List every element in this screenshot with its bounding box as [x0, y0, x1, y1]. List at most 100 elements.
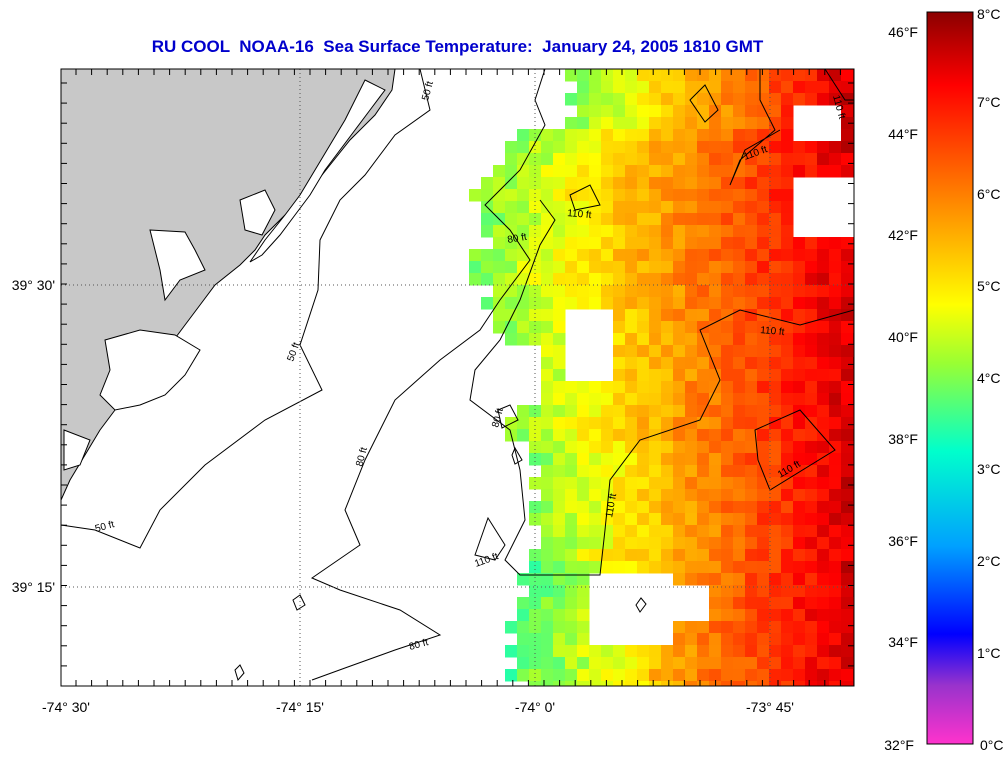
sst-pixel [541, 489, 554, 502]
sst-pixel [529, 549, 542, 562]
sst-pixel [793, 489, 806, 502]
sst-pixel [625, 405, 638, 418]
sst-pixel [817, 501, 830, 514]
sst-pixel [601, 141, 614, 154]
sst-pixel [793, 597, 806, 610]
sst-pixel [613, 453, 626, 466]
sst-pixel [577, 585, 590, 598]
sst-pixel [709, 573, 722, 586]
sst-pixel [553, 477, 566, 490]
sst-pixel [577, 405, 590, 418]
sst-pixel [565, 633, 578, 646]
sst-pixel [673, 249, 686, 262]
sst-pixel [541, 537, 554, 550]
sst-pixel [709, 513, 722, 526]
sst-pixel [481, 273, 494, 286]
sst-pixel [637, 129, 650, 142]
sst-pixel [577, 189, 590, 202]
sst-pixel [697, 141, 710, 154]
sst-pixel [733, 441, 746, 454]
sst-pixel [805, 645, 818, 658]
sst-pixel [733, 201, 746, 214]
sst-pixel [757, 441, 770, 454]
sst-pixel [745, 405, 758, 418]
sst-pixel [577, 273, 590, 286]
sst-pixel [601, 81, 614, 94]
sst-field [469, 69, 854, 686]
sst-pixel [601, 405, 614, 418]
sst-pixel [625, 369, 638, 382]
sst-pixel [757, 657, 770, 670]
sst-pixel [733, 645, 746, 658]
sst-pixel [649, 165, 662, 178]
sst-pixel [757, 129, 770, 142]
sst-pixel [757, 237, 770, 250]
sst-pixel [709, 669, 722, 682]
sst-pixel [589, 381, 602, 394]
sst-pixel [649, 249, 662, 262]
sst-pixel [745, 285, 758, 298]
sst-pixel [637, 273, 650, 286]
sst-pixel [601, 249, 614, 262]
sst-pixel [853, 297, 854, 310]
sst-pixel [661, 561, 674, 574]
sst-pixel [601, 465, 614, 478]
sst-pixel [577, 561, 590, 574]
sst-pixel [721, 489, 734, 502]
sst-pixel [589, 429, 602, 442]
sst-pixel [733, 105, 746, 118]
sst-pixel [613, 669, 626, 682]
sst-pixel [505, 249, 518, 262]
sst-pixel [709, 297, 722, 310]
sst-pixel [829, 453, 842, 466]
sst-pixel [733, 177, 746, 190]
sst-pixel [745, 669, 758, 682]
sst-pixel [853, 417, 854, 430]
sst-pixel [577, 465, 590, 478]
sst-pixel [637, 117, 650, 130]
sst-pixel [805, 465, 818, 478]
sst-pixel [817, 561, 830, 574]
sst-pixel [841, 657, 854, 670]
sst-pixel [685, 489, 698, 502]
contour-110ft [469, 199, 854, 576]
sst-pixel [661, 513, 674, 526]
sst-pixel [829, 525, 842, 538]
sst-pixel [577, 429, 590, 442]
sst-pixel [625, 465, 638, 478]
contour-small [292, 594, 306, 611]
sst-pixel [637, 369, 650, 382]
sst-pixel [769, 393, 782, 406]
sst-pixel [565, 597, 578, 610]
sst-pixel [769, 201, 782, 214]
sst-pixel [613, 105, 626, 118]
sst-pixel [829, 585, 842, 598]
sst-pixel [613, 81, 626, 94]
sst-pixel [757, 405, 770, 418]
sst-pixel [625, 669, 638, 682]
colorbar-c-label: 0°C [980, 737, 1004, 753]
sst-pixel [565, 621, 578, 634]
sst-pixel [601, 165, 614, 178]
sst-pixel [769, 213, 782, 226]
sst-pixel [817, 81, 830, 94]
sst-pixel [721, 93, 734, 106]
sst-pixel [565, 273, 578, 286]
sst-pixel [841, 81, 854, 94]
sst-pixel [553, 537, 566, 550]
sst-pixel [529, 657, 542, 670]
sst-pixel [781, 381, 794, 394]
contour-label: 80 ft [354, 446, 370, 468]
x-tick-label: -73° 45' [746, 699, 794, 715]
sst-pixel [709, 585, 722, 598]
sst-pixel [577, 621, 590, 634]
sst-pixel [829, 69, 842, 82]
sst-pixel [613, 513, 626, 526]
sst-pixel [541, 645, 554, 658]
sst-pixel [793, 453, 806, 466]
sst-pixel [793, 477, 806, 490]
sst-pixel [517, 225, 530, 238]
sst-pixel [517, 621, 530, 634]
sst-pixel [637, 489, 650, 502]
sst-pixel [601, 189, 614, 202]
